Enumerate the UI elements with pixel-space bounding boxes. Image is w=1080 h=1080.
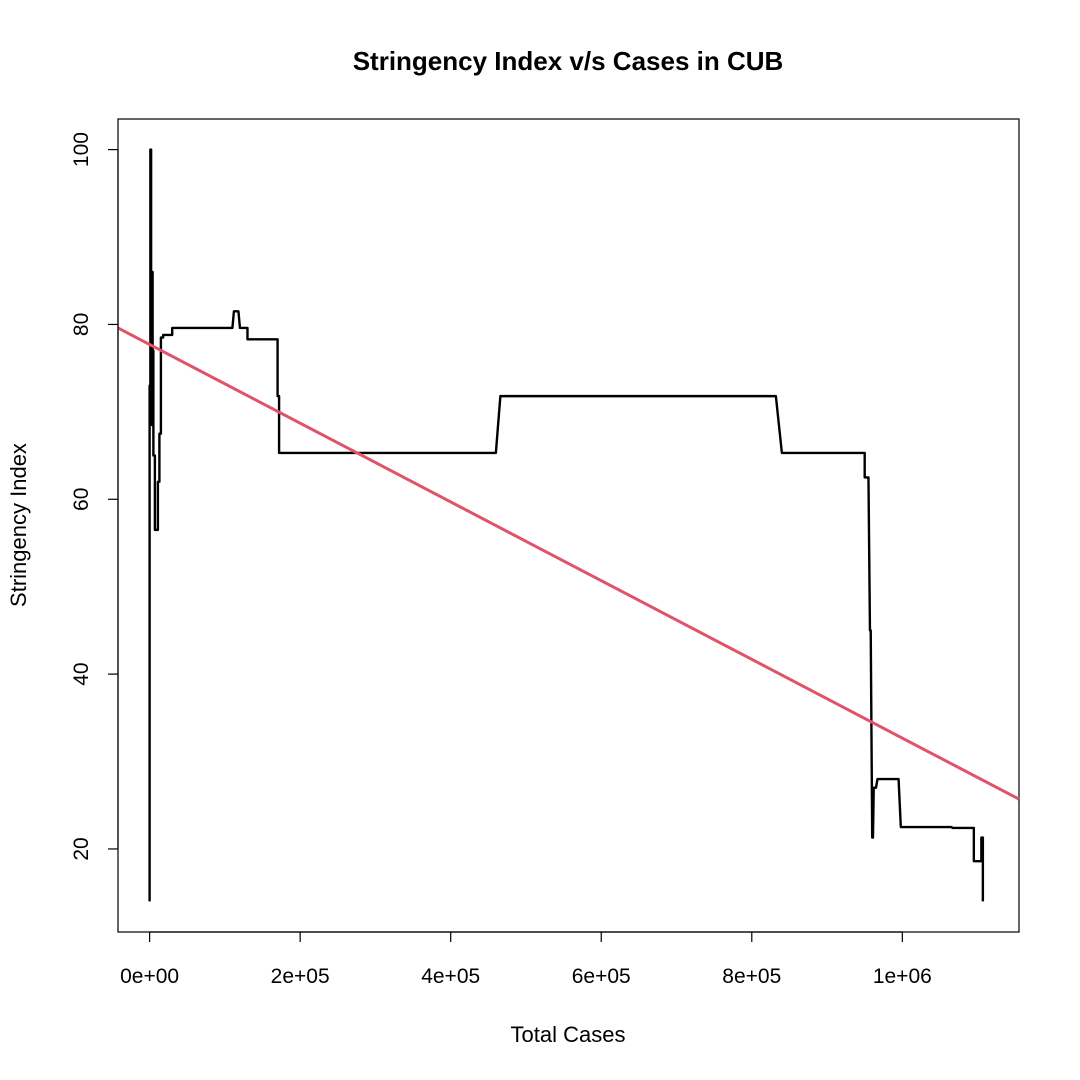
x-tick-label: 4e+05 [421,965,480,988]
y-axis-label: Stringency Index [6,443,31,607]
series-layer [117,148,1020,902]
y-tick-label: 80 [70,313,93,336]
x-tick-label: 2e+05 [271,965,330,988]
y-axis: 20 40 60 80 100 [70,132,119,861]
x-axis-label: Total Cases [511,1022,626,1047]
x-tick-label: 1e+06 [873,965,932,988]
plot-frame [117,118,1020,933]
trend-line [117,326,1020,801]
y-tick-label: 60 [70,488,93,511]
y-tick-label: 20 [70,837,93,860]
y-tick-label: 100 [70,132,93,167]
x-tick-label: 6e+05 [572,965,631,988]
x-axis: 0e+00 2e+05 4e+05 6e+05 8e+05 1e+06 [120,931,932,988]
chart-title: Stringency Index v/s Cases in CUB [353,46,784,76]
stringency-series-line [148,148,985,902]
y-tick-label: 40 [70,662,93,685]
x-tick-label: 0e+00 [120,965,179,988]
x-tick-label: 8e+05 [722,965,781,988]
